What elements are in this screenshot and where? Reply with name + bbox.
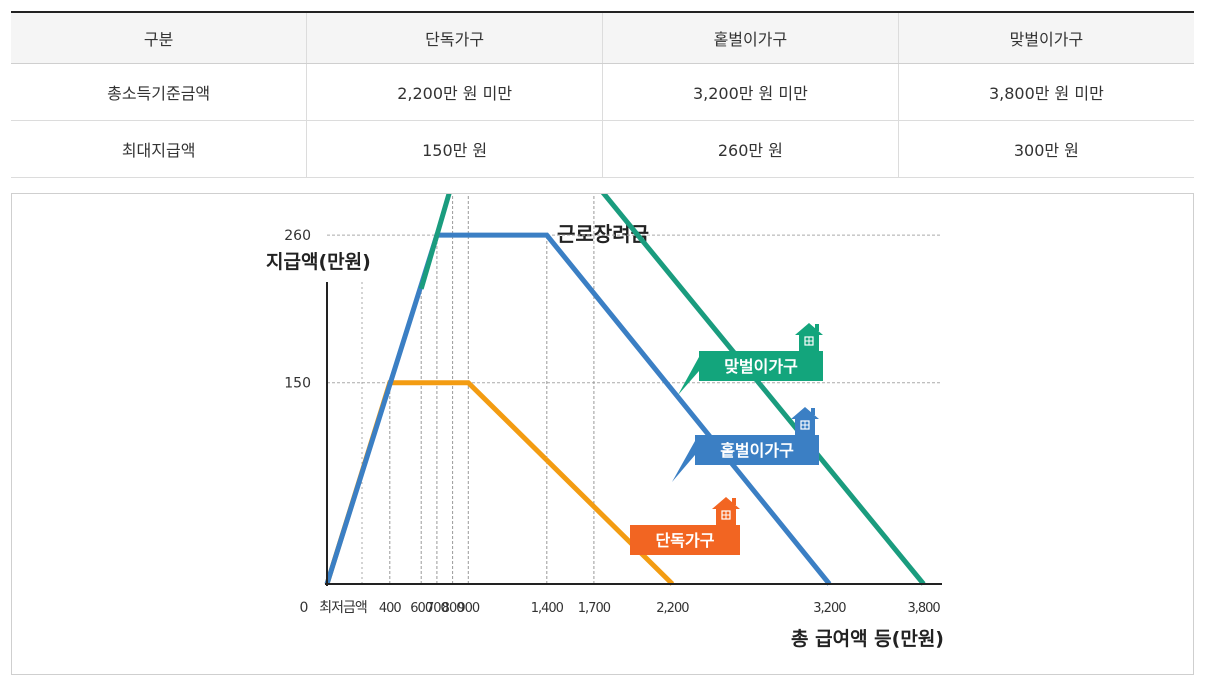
- table-cell: 150만 원: [306, 120, 603, 178]
- series-line-2: [418, 194, 926, 586]
- chart-container: 근로장려금 지급액(만원) 총 급여액 등(만원) 0 최저금액 150 260 3…: [11, 193, 1194, 675]
- series-label-2: 맞벌이가구: [678, 323, 823, 395]
- x-tick-label: 2,200: [656, 601, 689, 616]
- header-single-earner: 홑벌이가구: [602, 12, 899, 64]
- series-name: 단독가구: [656, 531, 715, 550]
- label-pointer: [678, 357, 699, 395]
- x-tick-label: 400: [379, 601, 402, 616]
- table-cell: 260만 원: [602, 120, 899, 178]
- x-tick-label: 1,700: [578, 601, 611, 616]
- x-min-label: 최저금액: [319, 600, 367, 616]
- series-lines: [324, 194, 926, 586]
- table-row: 최대지급액 150만 원 260만 원 300만 원: [11, 120, 1194, 178]
- x-tick-label: 3,800: [907, 601, 940, 616]
- x-tick-label: 800: [442, 601, 465, 616]
- header-dual-earner: 맞벌이가구: [897, 12, 1194, 64]
- chart-title: 근로장려금: [557, 222, 649, 246]
- x-tick-label: 600: [410, 601, 433, 616]
- series-label-0: 단독가구: [630, 497, 740, 555]
- table-cell: 300만 원: [897, 120, 1194, 178]
- row-label-max-payment: 최대지급액: [11, 120, 307, 178]
- series-line-1: [324, 232, 832, 586]
- label-box: [630, 525, 740, 555]
- label-box: [695, 435, 819, 465]
- series-name: 맞벌이가구: [724, 357, 798, 376]
- row-label-income-limit: 총소득기준금액: [11, 63, 307, 121]
- work-incentive-chart: 근로장려금 지급액(만원) 총 급여액 등(만원) 0 최저금액 150 260 3…: [266, 194, 944, 650]
- table-cell: 2,200만 원 미만: [306, 63, 603, 121]
- table-cell: 3,200만 원 미만: [602, 63, 899, 121]
- x-tick-label: 700: [426, 601, 449, 616]
- label-box: [699, 351, 823, 381]
- house-icon: [795, 323, 823, 351]
- y-tick-label: 260: [284, 228, 311, 244]
- table-cell: 3,800만 원 미만: [897, 63, 1194, 121]
- header-single: 단독가구: [306, 12, 603, 64]
- y-axis-title: 지급액(만원): [266, 251, 371, 273]
- house-icon: [791, 407, 819, 435]
- house-icon: [712, 497, 740, 525]
- x-axis-title: 총 급여액 등(만원): [791, 628, 944, 650]
- series-label-1: 홑벌이가구: [672, 407, 819, 482]
- series-labels: 단독가구 홑벌이가구 맞벌이가구: [630, 323, 823, 555]
- table-row: 총소득기준금액 2,200만 원 미만 3,200만 원 미만 3,800만 원…: [11, 63, 1194, 121]
- x-tick-label: 1,400: [531, 601, 564, 616]
- x-tick-label: 900: [457, 601, 480, 616]
- series-name: 홑벌이가구: [720, 441, 794, 460]
- x-origin-label: 0: [300, 600, 309, 616]
- x-tick-label: 3,200: [813, 601, 846, 616]
- table-header-row: 구분 단독가구 홑벌이가구 맞벌이가구: [11, 12, 1194, 64]
- axes: [325, 282, 942, 586]
- label-pointer: [672, 441, 695, 482]
- tick-labels: 1502603004006007008009001,4001,7002,2003…: [284, 228, 941, 616]
- support-amount-table: 구분 단독가구 홑벌이가구 맞벌이가구 총소득기준금액 2,200만 원 미만 …: [11, 11, 1194, 178]
- header-category: 구분: [11, 12, 307, 64]
- y-tick-label: 150: [284, 376, 311, 392]
